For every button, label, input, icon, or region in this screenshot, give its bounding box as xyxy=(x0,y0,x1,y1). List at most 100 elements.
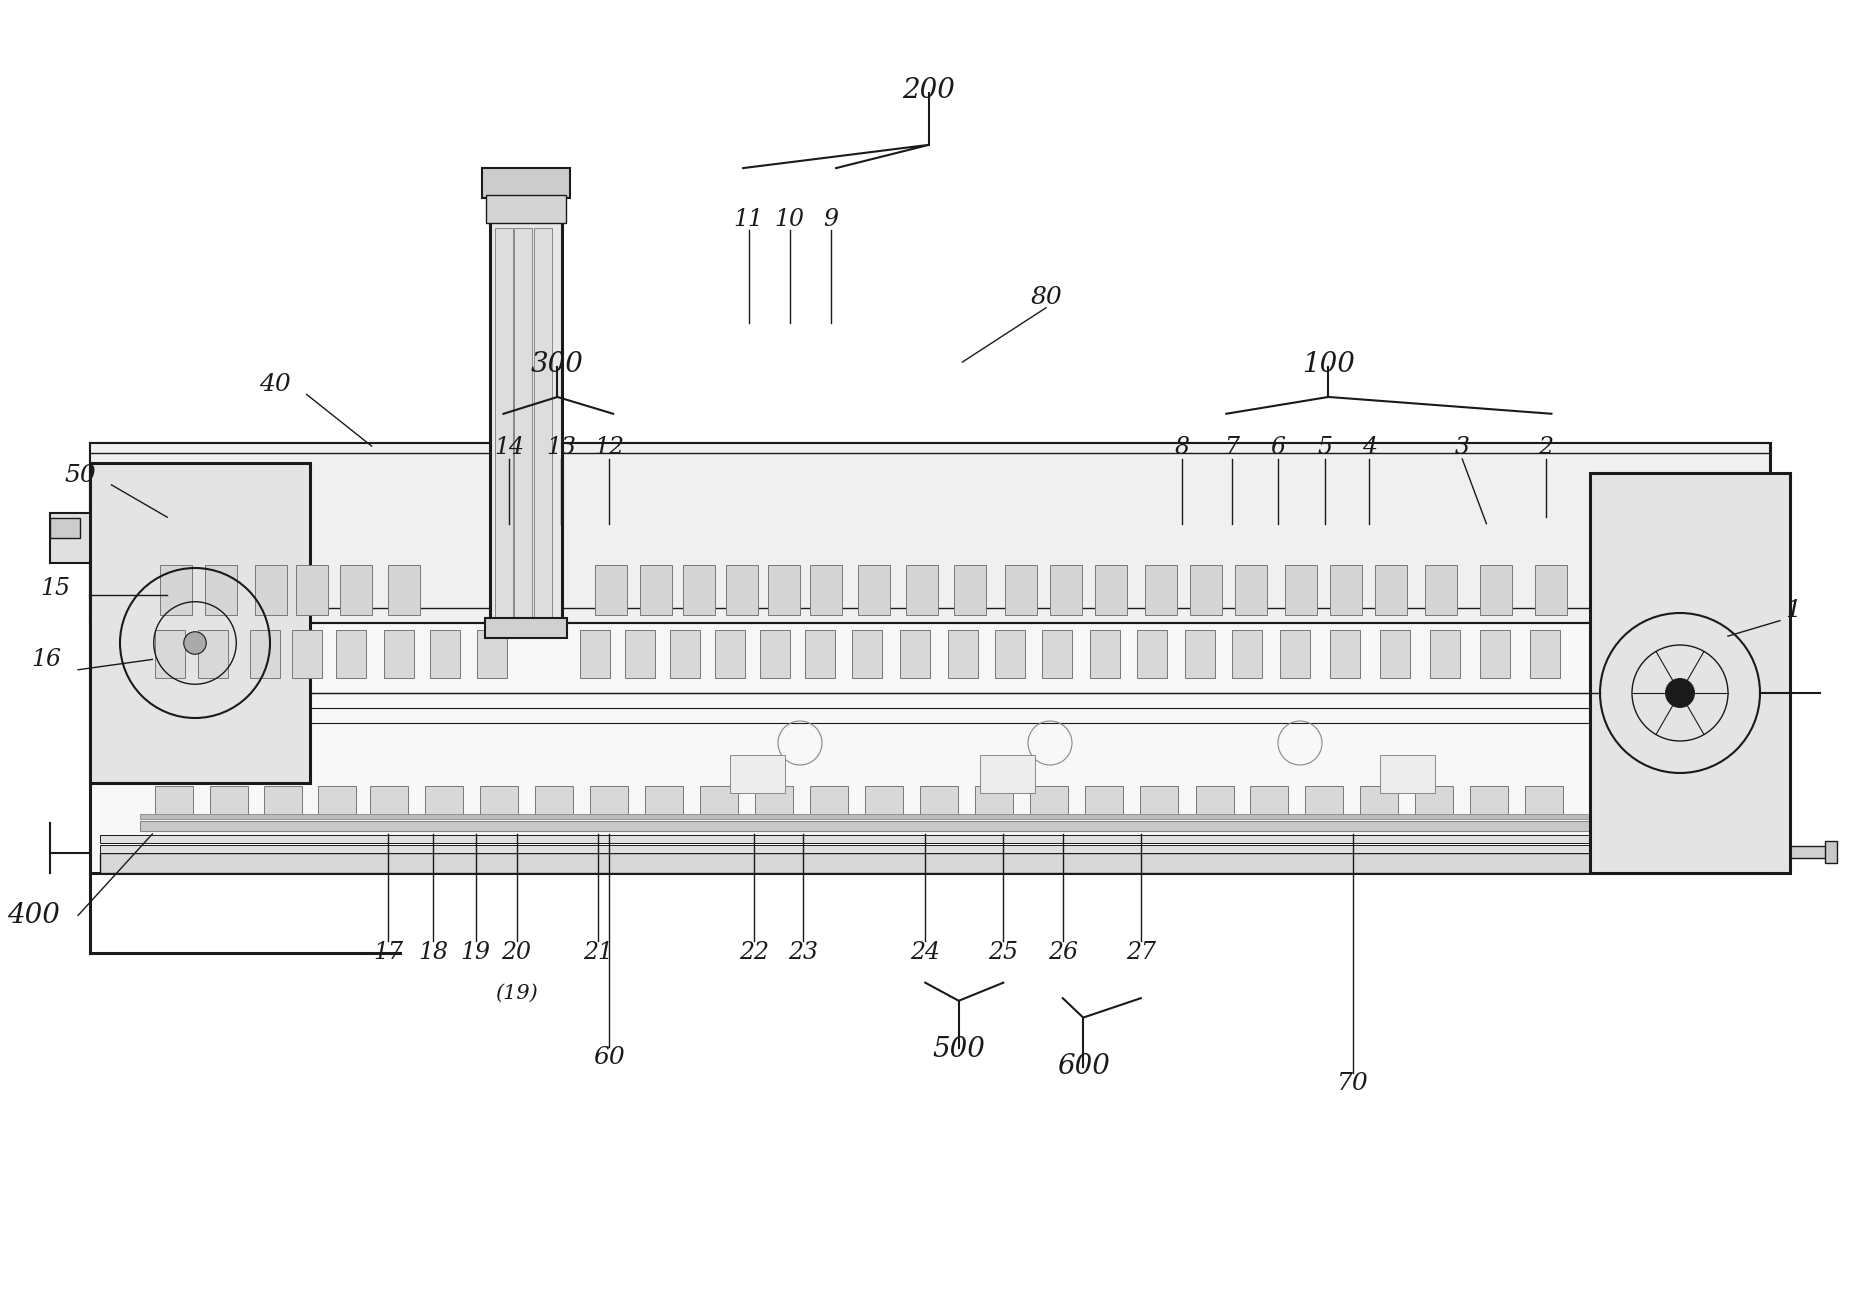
Bar xyxy=(683,565,715,615)
Bar xyxy=(477,630,507,678)
Bar xyxy=(579,630,609,678)
Bar xyxy=(481,168,570,198)
Text: 16: 16 xyxy=(32,648,61,671)
Bar xyxy=(494,228,513,618)
Text: 300: 300 xyxy=(531,352,583,378)
Bar xyxy=(1285,565,1317,615)
Bar xyxy=(1359,786,1396,818)
Bar xyxy=(514,228,531,618)
Bar xyxy=(858,565,890,615)
Bar xyxy=(1424,565,1456,615)
Circle shape xyxy=(1664,679,1694,707)
Bar xyxy=(254,565,286,615)
Bar xyxy=(139,815,1720,818)
Bar xyxy=(1231,630,1261,678)
Text: 600: 600 xyxy=(1057,1054,1109,1080)
Text: 21: 21 xyxy=(583,941,613,965)
Bar xyxy=(700,786,737,818)
Bar xyxy=(953,565,986,615)
Bar xyxy=(1196,786,1233,818)
Circle shape xyxy=(184,632,206,654)
Text: 11: 11 xyxy=(734,208,763,231)
Text: 50: 50 xyxy=(63,464,97,487)
Bar xyxy=(100,835,1759,843)
Bar xyxy=(644,786,683,818)
Bar xyxy=(1042,630,1071,678)
Bar xyxy=(899,630,930,678)
Text: 17: 17 xyxy=(373,941,403,965)
Bar xyxy=(670,630,700,678)
Text: 200: 200 xyxy=(903,78,954,103)
Bar xyxy=(210,786,247,818)
Bar xyxy=(1330,630,1359,678)
Text: 25: 25 xyxy=(988,941,1018,965)
Bar xyxy=(1430,630,1460,678)
Bar xyxy=(429,630,461,678)
Bar xyxy=(1469,786,1508,818)
Bar xyxy=(1005,565,1036,615)
Text: 5: 5 xyxy=(1317,436,1331,459)
Bar xyxy=(1235,565,1266,615)
Bar xyxy=(1136,630,1166,678)
Bar xyxy=(639,565,672,615)
Bar xyxy=(490,173,561,623)
Text: 10: 10 xyxy=(774,208,804,231)
Bar xyxy=(89,443,1770,873)
Bar xyxy=(1380,630,1409,678)
Bar xyxy=(100,853,1759,873)
Bar xyxy=(370,786,409,818)
Bar xyxy=(591,786,628,818)
Text: 4: 4 xyxy=(1361,436,1376,459)
Text: 15: 15 xyxy=(41,577,71,600)
Text: 8: 8 xyxy=(1174,436,1188,459)
Bar xyxy=(1090,630,1120,678)
Bar xyxy=(1480,630,1510,678)
Bar xyxy=(1525,786,1562,818)
Bar xyxy=(1374,565,1406,615)
Text: 14: 14 xyxy=(494,436,524,459)
Bar xyxy=(340,565,371,615)
Text: 6: 6 xyxy=(1270,436,1285,459)
Text: 7: 7 xyxy=(1224,436,1239,459)
Bar xyxy=(810,565,841,615)
Bar xyxy=(1279,630,1309,678)
Text: 40: 40 xyxy=(258,372,292,396)
Bar xyxy=(865,786,903,818)
Text: 70: 70 xyxy=(1335,1072,1369,1095)
Bar xyxy=(336,630,366,678)
Bar xyxy=(160,565,191,615)
Text: 3: 3 xyxy=(1454,436,1469,459)
Bar xyxy=(715,630,745,678)
Bar xyxy=(975,786,1012,818)
Bar xyxy=(535,786,572,818)
Bar xyxy=(1330,565,1361,615)
Bar xyxy=(726,565,758,615)
Bar xyxy=(388,565,420,615)
Text: 500: 500 xyxy=(932,1037,984,1063)
Bar xyxy=(1029,786,1068,818)
Text: 24: 24 xyxy=(910,941,940,965)
Text: 2: 2 xyxy=(1538,436,1552,459)
Bar xyxy=(50,518,80,538)
Bar xyxy=(1528,630,1560,678)
Bar xyxy=(919,786,958,818)
Bar xyxy=(100,846,1759,853)
Bar xyxy=(1480,565,1512,615)
Bar xyxy=(1094,565,1127,615)
Bar xyxy=(199,630,228,678)
Text: 20: 20 xyxy=(501,941,531,965)
Bar xyxy=(318,786,357,818)
Bar xyxy=(1188,565,1222,615)
Bar xyxy=(804,630,834,678)
Bar xyxy=(810,786,847,818)
Bar xyxy=(1824,840,1837,862)
Text: 400: 400 xyxy=(7,903,59,928)
Bar xyxy=(730,755,784,793)
Bar xyxy=(533,228,552,618)
Text: 60: 60 xyxy=(592,1046,626,1069)
Text: 100: 100 xyxy=(1302,352,1354,378)
Bar xyxy=(251,630,280,678)
Bar xyxy=(1415,786,1452,818)
Bar xyxy=(995,630,1025,678)
Bar xyxy=(1250,786,1287,818)
